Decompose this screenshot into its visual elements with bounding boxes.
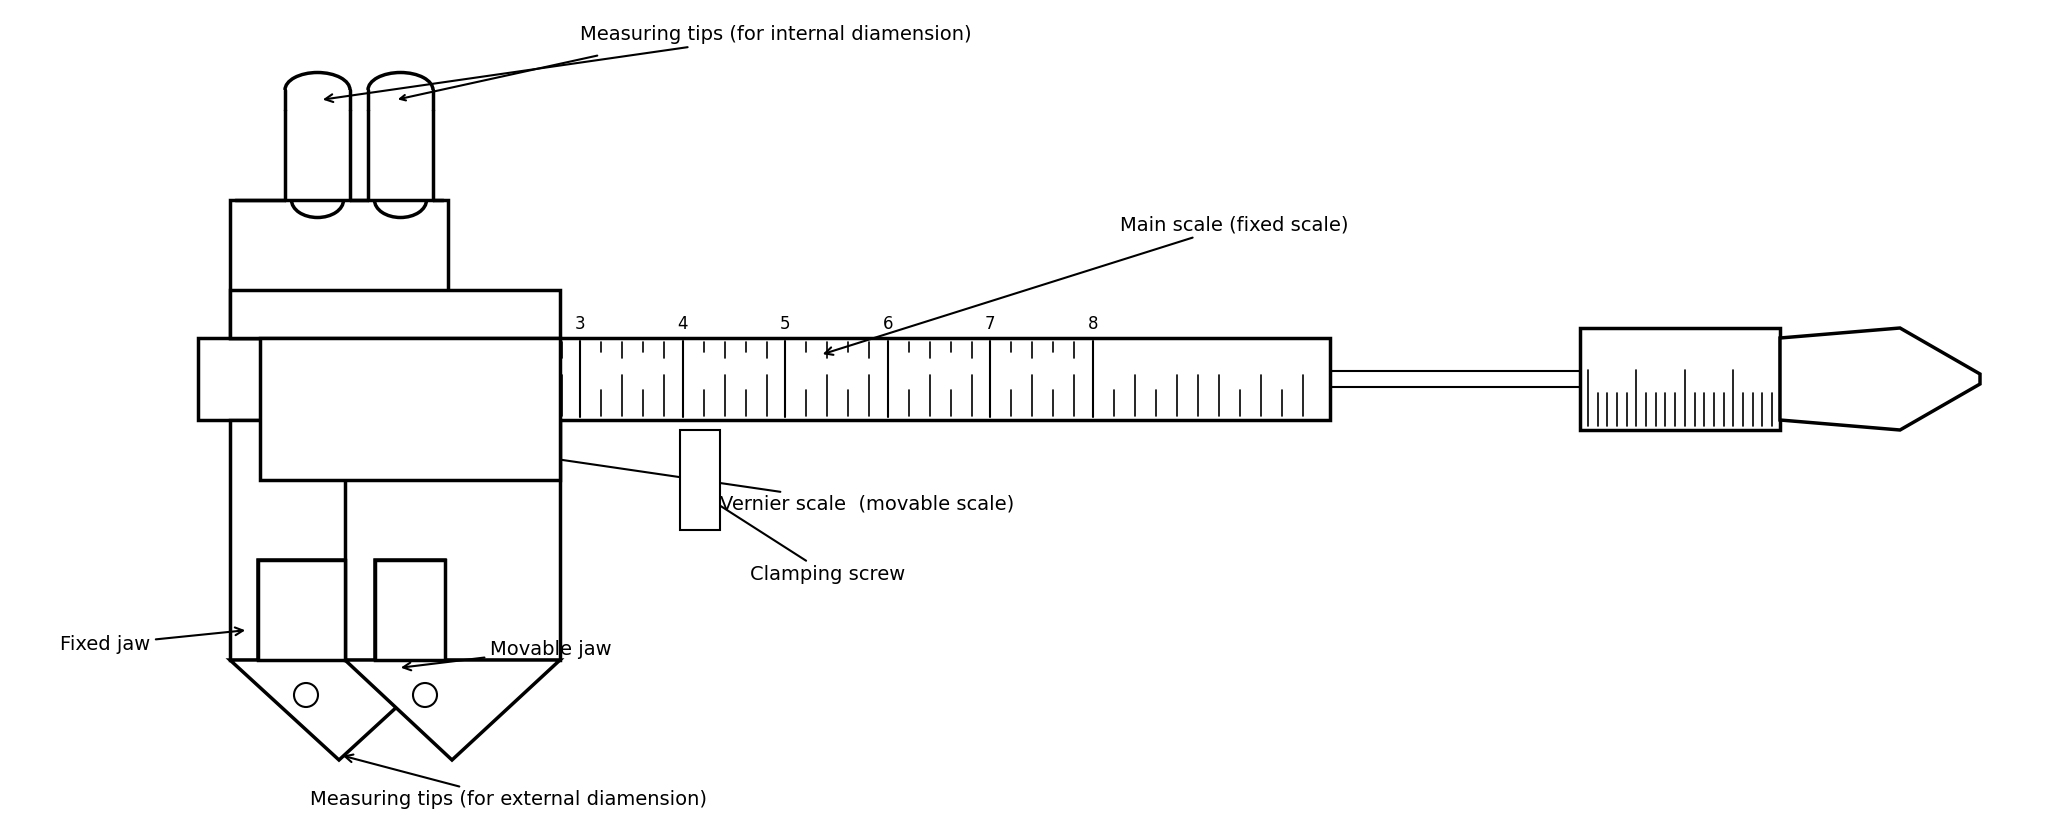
Polygon shape: [229, 560, 449, 760]
Text: 4: 4: [678, 315, 688, 333]
Polygon shape: [344, 560, 559, 760]
Bar: [375, 560, 444, 660]
Bar: [258, 560, 344, 660]
Text: Clamping screw: Clamping screw: [684, 483, 905, 584]
Text: 7: 7: [985, 315, 995, 333]
Bar: [229, 290, 559, 338]
Text: 8: 8: [1087, 315, 1098, 333]
Text: Measuring tips (for external diamension): Measuring tips (for external diamension): [309, 755, 707, 809]
Text: 2: 2: [473, 315, 483, 333]
Polygon shape: [1780, 328, 1980, 430]
Circle shape: [414, 683, 436, 707]
Bar: [229, 420, 449, 660]
Bar: [1579, 328, 1780, 430]
Bar: [344, 420, 559, 660]
Text: 0: 0: [264, 315, 274, 333]
Text: 3: 3: [575, 315, 586, 333]
Circle shape: [295, 683, 317, 707]
Text: 1: 1: [371, 315, 381, 333]
Text: Main scale (fixed scale): Main scale (fixed scale): [825, 215, 1348, 354]
Text: Measuring tips (for internal diamension): Measuring tips (for internal diamension): [326, 25, 971, 102]
Bar: [229, 200, 449, 338]
Text: Movable jaw: Movable jaw: [403, 640, 612, 671]
Text: Fixed jaw: Fixed jaw: [59, 627, 244, 654]
Bar: [260, 338, 559, 480]
Text: 5: 5: [780, 315, 791, 333]
Bar: [199, 338, 1329, 420]
Bar: [680, 430, 721, 530]
Text: Vernier scale  (movable scale): Vernier scale (movable scale): [465, 443, 1014, 514]
Text: 6: 6: [883, 315, 893, 333]
